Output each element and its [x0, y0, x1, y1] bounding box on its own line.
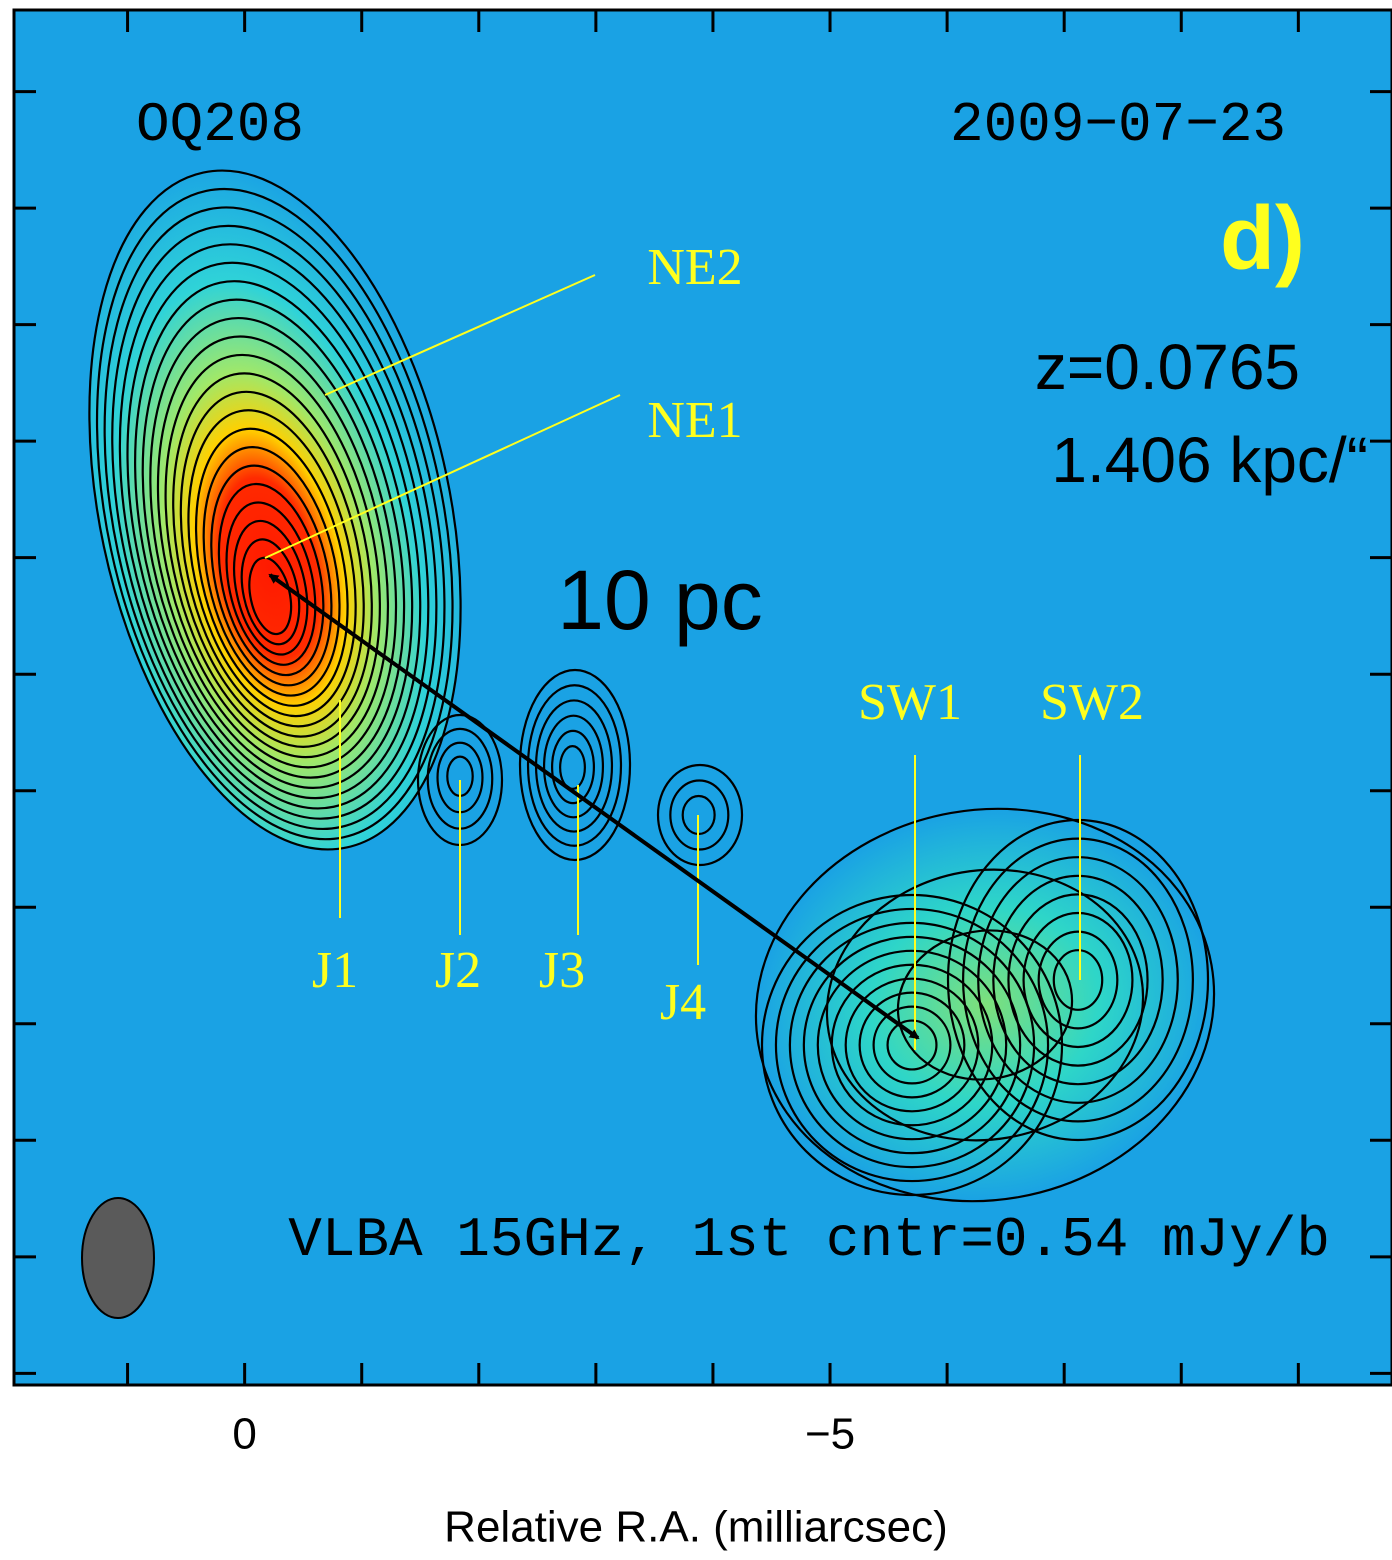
contour	[1037, 930, 1119, 1030]
redshift: z=0.0765	[1035, 331, 1300, 403]
beam	[81, 1197, 155, 1319]
contour	[962, 837, 1194, 1123]
contour	[992, 874, 1164, 1086]
contour	[1022, 911, 1134, 1049]
pointer	[264, 394, 621, 559]
component-label: J4	[660, 974, 706, 1031]
x-axis-label: Relative R.A. (milliarcsec)	[444, 1503, 948, 1552]
component-label: SW2	[1040, 674, 1144, 731]
contour	[946, 818, 1210, 1142]
panel-label: d)	[1220, 189, 1305, 289]
scale: 1.406 kpc/“	[1051, 424, 1368, 496]
pointer	[324, 274, 596, 396]
contour	[977, 856, 1179, 1104]
component-label: NE1	[647, 392, 742, 449]
component-label: SW1	[858, 674, 962, 731]
x-tick-label: −5	[805, 1410, 855, 1459]
contour	[754, 807, 1216, 1203]
distance-arrow	[268, 573, 920, 1040]
component-label: J3	[539, 942, 585, 999]
x-tick-label: 0	[232, 1410, 256, 1459]
component-label: NE2	[647, 239, 742, 296]
component-label: J2	[435, 942, 481, 999]
contour	[1007, 893, 1149, 1067]
component-label: J1	[312, 942, 358, 999]
frame	[12, 8, 1392, 1387]
contour	[1052, 949, 1104, 1011]
source-name: OQ208	[136, 93, 304, 157]
date: 2009−07−23	[950, 93, 1286, 157]
distance-label: 10 pc	[557, 553, 763, 647]
footnote: VLBA 15GHz, 1st cntr=0.54 mJy/b	[288, 1208, 1330, 1272]
